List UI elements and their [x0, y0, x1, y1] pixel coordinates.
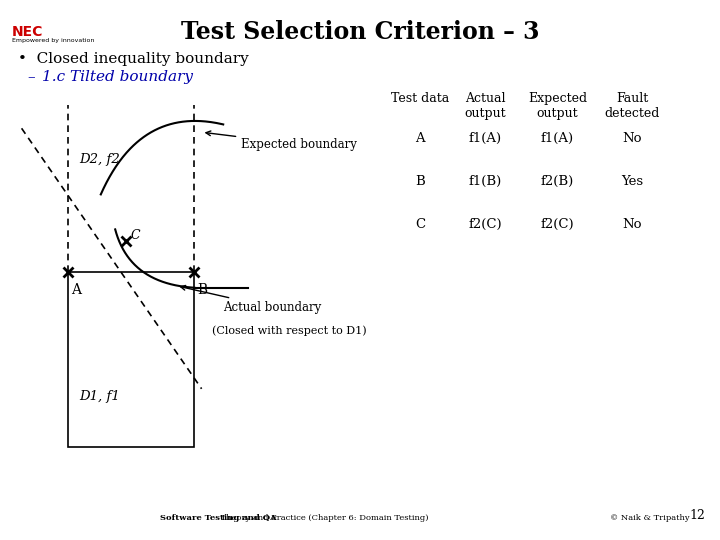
Text: Actual
output: Actual output: [464, 92, 506, 120]
Text: Expected
output: Expected output: [528, 92, 587, 120]
Text: f2(C): f2(C): [468, 218, 502, 231]
Text: No: No: [623, 132, 642, 145]
Text: B: B: [415, 175, 425, 188]
Text: C: C: [130, 229, 140, 242]
Text: D2, f2: D2, f2: [79, 153, 120, 166]
Text: Test Selection Criterion – 3: Test Selection Criterion – 3: [181, 20, 539, 44]
Text: No: No: [623, 218, 642, 231]
Text: Theory and Practice (Chapter 6: Domain Testing): Theory and Practice (Chapter 6: Domain T…: [218, 514, 428, 522]
Text: Empowered by innovation: Empowered by innovation: [12, 38, 94, 43]
Bar: [68, 272, 194, 447]
Text: 1.c Tilted boundary: 1.c Tilted boundary: [42, 70, 193, 84]
Text: Actual boundary: Actual boundary: [181, 286, 321, 314]
Text: 12: 12: [689, 509, 705, 522]
Text: B: B: [197, 282, 207, 296]
Text: f2(C): f2(C): [541, 218, 575, 231]
Text: •  Closed inequality boundary: • Closed inequality boundary: [18, 52, 248, 66]
Text: D1, f1: D1, f1: [79, 390, 120, 403]
Text: Expected boundary: Expected boundary: [206, 131, 357, 151]
Text: f1(B): f1(B): [469, 175, 502, 188]
Text: © Naik & Tripathy: © Naik & Tripathy: [610, 514, 690, 522]
Text: Test data: Test data: [391, 92, 449, 105]
Text: Yes: Yes: [621, 175, 644, 188]
Text: f1(A): f1(A): [541, 132, 574, 145]
Text: A: A: [415, 132, 425, 145]
Text: Software Testing and QA: Software Testing and QA: [160, 514, 276, 522]
Text: (Closed with respect to D1): (Closed with respect to D1): [212, 326, 367, 336]
Text: NEC: NEC: [12, 25, 43, 39]
Text: –: –: [28, 70, 40, 84]
Text: f1(A): f1(A): [469, 132, 502, 145]
Text: f2(B): f2(B): [541, 175, 574, 188]
Text: Fault
detected: Fault detected: [605, 92, 660, 120]
Text: C: C: [415, 218, 425, 231]
Text: A: A: [71, 282, 81, 296]
